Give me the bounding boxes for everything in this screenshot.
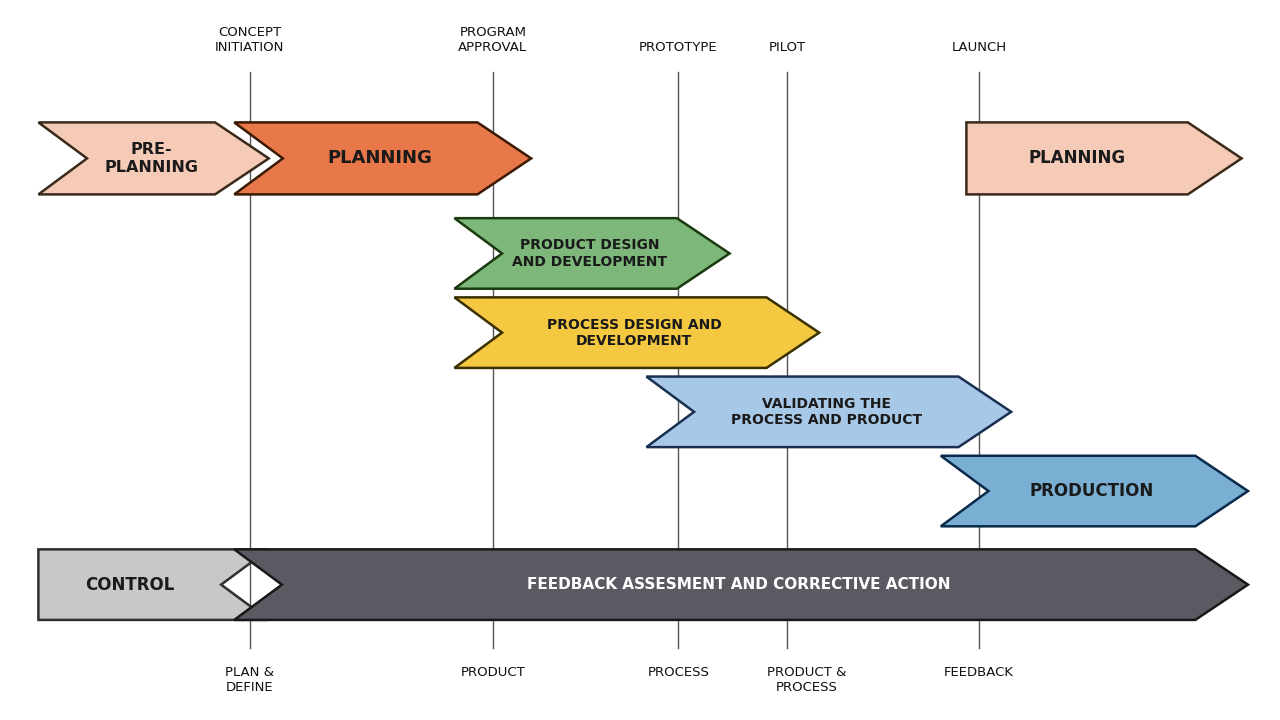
Polygon shape (38, 549, 269, 620)
Polygon shape (454, 218, 730, 289)
Polygon shape (454, 297, 819, 368)
Text: PRODUCT: PRODUCT (461, 666, 525, 679)
Text: PRODUCTION: PRODUCTION (1030, 482, 1155, 500)
Text: PROTOTYPE: PROTOTYPE (639, 41, 718, 54)
Text: PROCESS DESIGN AND
DEVELOPMENT: PROCESS DESIGN AND DEVELOPMENT (547, 318, 722, 348)
Text: CONCEPT
INITIATION: CONCEPT INITIATION (215, 26, 284, 54)
Polygon shape (234, 122, 531, 194)
Polygon shape (234, 549, 1248, 620)
Text: FEEDBACK ASSESMENT AND CORRECTIVE ACTION: FEEDBACK ASSESMENT AND CORRECTIVE ACTION (527, 577, 950, 592)
Text: PLANNING: PLANNING (1029, 149, 1125, 167)
Text: PRODUCT &
PROCESS: PRODUCT & PROCESS (767, 666, 846, 694)
Text: PLANNING: PLANNING (328, 149, 433, 167)
Polygon shape (941, 456, 1248, 526)
Polygon shape (966, 122, 1242, 194)
Polygon shape (38, 122, 269, 194)
Text: PROGRAM
APPROVAL: PROGRAM APPROVAL (458, 26, 527, 54)
Text: PRODUCT DESIGN
AND DEVELOPMENT: PRODUCT DESIGN AND DEVELOPMENT (512, 238, 667, 269)
Text: PILOT: PILOT (768, 41, 806, 54)
Text: FEEDBACK: FEEDBACK (945, 666, 1014, 679)
Text: PLAN &
DEFINE: PLAN & DEFINE (225, 666, 274, 694)
Text: CONTROL: CONTROL (84, 576, 174, 593)
Text: PROCESS: PROCESS (648, 666, 709, 679)
Text: PRE-
PLANNING: PRE- PLANNING (104, 142, 198, 175)
Polygon shape (646, 377, 1011, 447)
Text: LAUNCH: LAUNCH (951, 41, 1007, 54)
Text: VALIDATING THE
PROCESS AND PRODUCT: VALIDATING THE PROCESS AND PRODUCT (731, 397, 922, 427)
